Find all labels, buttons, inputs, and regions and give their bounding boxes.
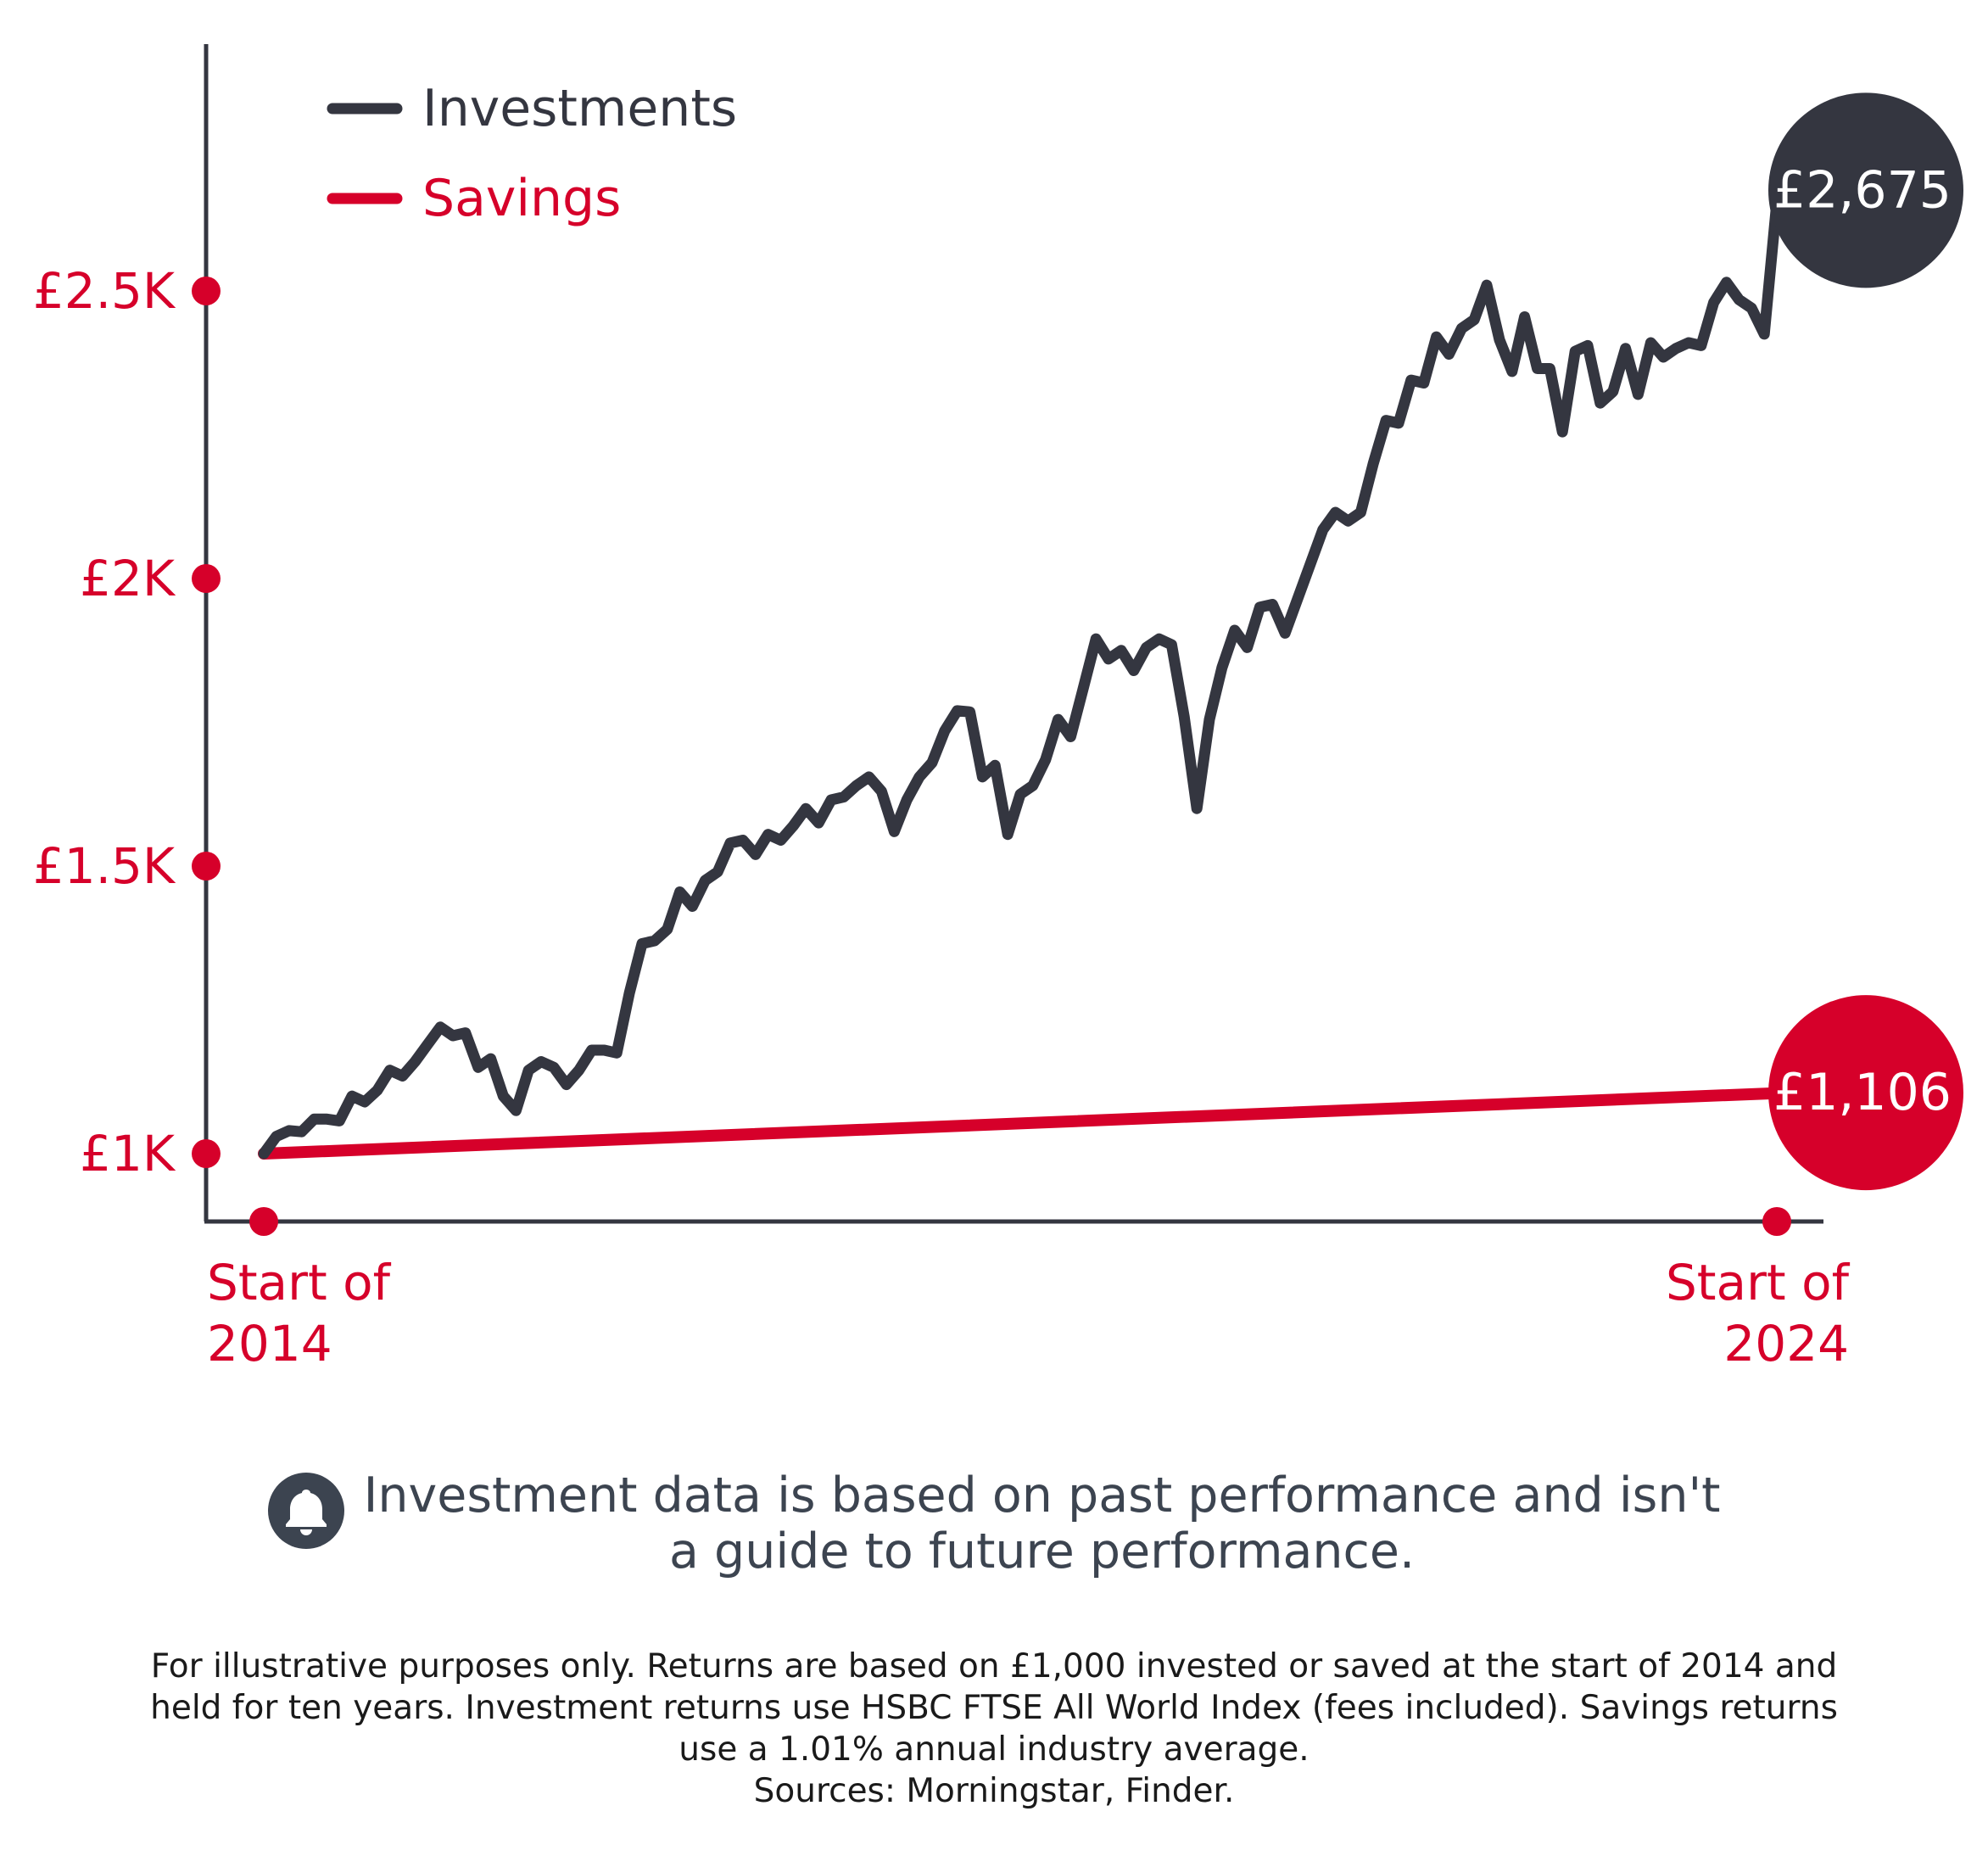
disclaimer-line-1: Investment data is based on past perform… — [363, 1467, 1721, 1523]
investments-series-line — [258, 184, 1795, 1160]
y-tick-2-5k: £2.5K — [33, 262, 221, 320]
disclaimer-line-2: a guide to future performance. — [668, 1523, 1416, 1579]
footnote: For illustrative purposes only. Returns … — [76, 1646, 1912, 1812]
footnote-line-2: held for ten years. Investment returns u… — [150, 1689, 1838, 1727]
legend-savings-label: Savings — [422, 169, 621, 228]
footnote-line-4: Sources: Morningstar, Finder. — [753, 1772, 1235, 1810]
x-tick-start-2024: Start of 2024 — [1666, 1207, 1851, 1372]
footnote-line-1: For illustrative purposes only. Returns … — [150, 1647, 1838, 1685]
bell-icon — [267, 1473, 344, 1552]
svg-text:Start of: Start of — [207, 1254, 392, 1311]
y-tick-1-5k: £1.5K — [33, 837, 221, 895]
legend-investments-label: Investments — [422, 79, 737, 138]
y-tick-1k: £1K — [80, 1125, 221, 1182]
svg-text:2014: 2014 — [207, 1315, 332, 1372]
investments-end-bubble: £2,675 — [1768, 92, 1963, 288]
savings-series-line — [258, 1087, 1795, 1160]
legend: Investments Savings — [327, 79, 737, 228]
x-tick-start-2014: Start of 2014 — [207, 1207, 392, 1372]
svg-text:£1.5K: £1.5K — [33, 837, 176, 895]
savings-end-bubble: £1,106 — [1768, 995, 1963, 1191]
savings-end-value: £1,106 — [1773, 1063, 1952, 1122]
svg-text:Start of: Start of — [1666, 1254, 1851, 1311]
svg-text:2024: 2024 — [1723, 1315, 1849, 1372]
svg-text:£1K: £1K — [80, 1125, 176, 1182]
y-tick-2k: £2K — [80, 550, 221, 607]
line-chart: £1K £1.5K £2K £2.5K Start of 2014 Start … — [33, 44, 1963, 1372]
svg-text:£2.5K: £2.5K — [33, 262, 176, 320]
investments-end-value: £2,675 — [1773, 160, 1952, 220]
disclaimer-text: Investment data is based on past perform… — [364, 1467, 1721, 1579]
disclaimer: Investment data is based on past perform… — [0, 1467, 1988, 1579]
svg-text:£2K: £2K — [80, 550, 176, 607]
footnote-line-3: use a 1.01% annual industry average. — [678, 1730, 1310, 1769]
